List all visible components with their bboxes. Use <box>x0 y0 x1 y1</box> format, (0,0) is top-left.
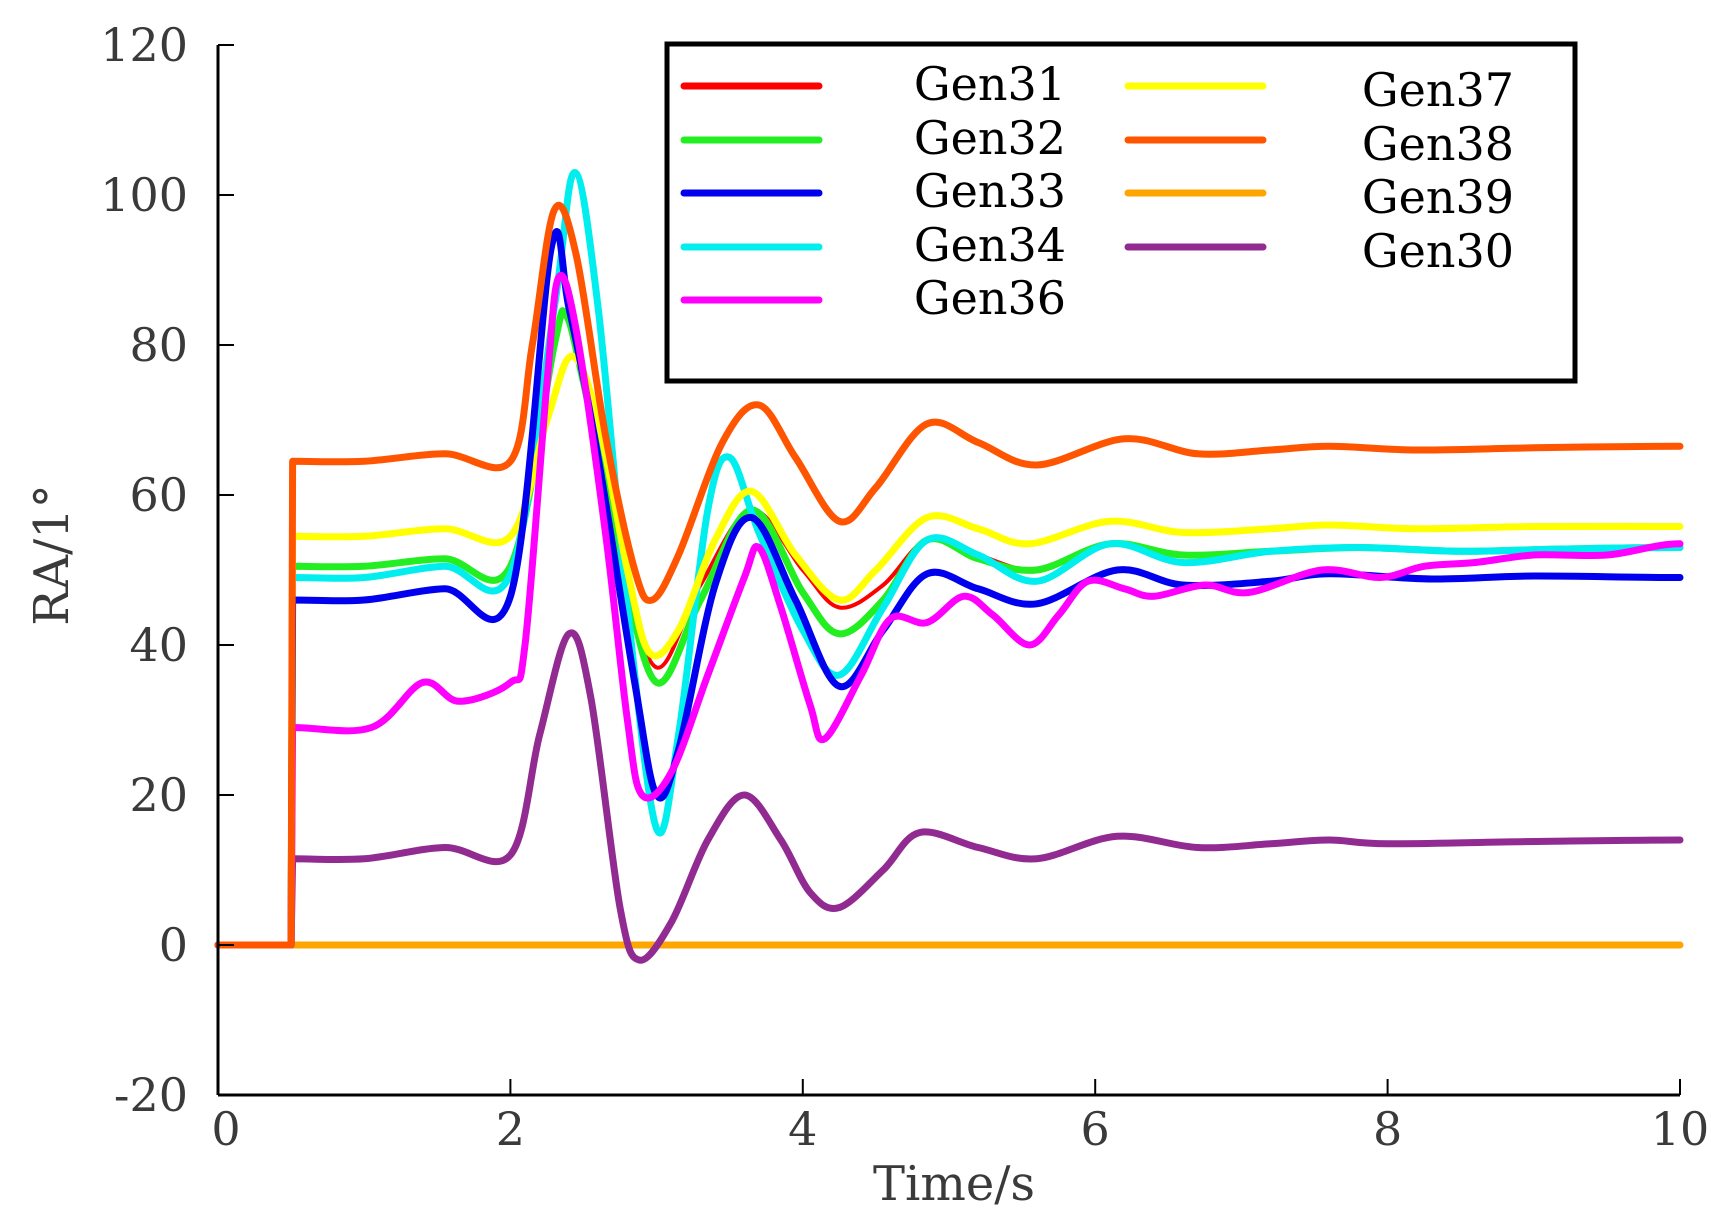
legend-label-gen32: Gen32 <box>914 111 1066 165</box>
y-tick-label: 80 <box>129 318 188 372</box>
legend-label-gen36: Gen36 <box>914 271 1066 325</box>
series-line-gen36 <box>214 272 1684 949</box>
y-tick-label: 60 <box>129 468 188 522</box>
x-tick-label: 10 <box>1651 1102 1710 1156</box>
x-tick-label: 6 <box>1081 1102 1110 1156</box>
series-line-gen33 <box>214 228 1684 949</box>
legend-label-gen37: Gen37 <box>1362 63 1514 117</box>
y-tick-label: 120 <box>100 18 188 72</box>
series-line-gen37 <box>214 352 1684 949</box>
legend-label-gen31: Gen31 <box>914 57 1066 111</box>
y-tick-label: 40 <box>129 618 188 672</box>
legend-box <box>664 41 1578 384</box>
series-line-gen30 <box>214 629 1684 964</box>
legend-label-gen39: Gen39 <box>1362 170 1514 224</box>
y-tick-label: -20 <box>114 1068 188 1122</box>
y-tick-label: 20 <box>129 768 188 822</box>
y-tick-label: 100 <box>100 168 188 222</box>
axes <box>216 45 1680 1097</box>
y-tick-label: 0 <box>159 918 188 972</box>
series-line-gen38 <box>214 201 1684 949</box>
series-lines <box>214 169 1684 964</box>
legend-label-gen34: Gen34 <box>914 218 1066 272</box>
x-tick-label: 8 <box>1373 1102 1402 1156</box>
x-tick-label: 0 <box>211 1102 240 1156</box>
legend-label-gen38: Gen38 <box>1362 117 1514 171</box>
y-axis-title: RA/1° <box>24 484 80 626</box>
ticks: -20 0 20 40 60 80 100 120 0 2 4 6 8 10 <box>100 18 1709 1156</box>
x-tick-label: 4 <box>788 1102 817 1156</box>
legend-label-gen30: Gen30 <box>1362 224 1514 278</box>
x-axis-title: Time/s <box>873 1156 1035 1212</box>
legend-label-gen33: Gen33 <box>914 164 1066 218</box>
x-tick-label: 2 <box>496 1102 525 1156</box>
